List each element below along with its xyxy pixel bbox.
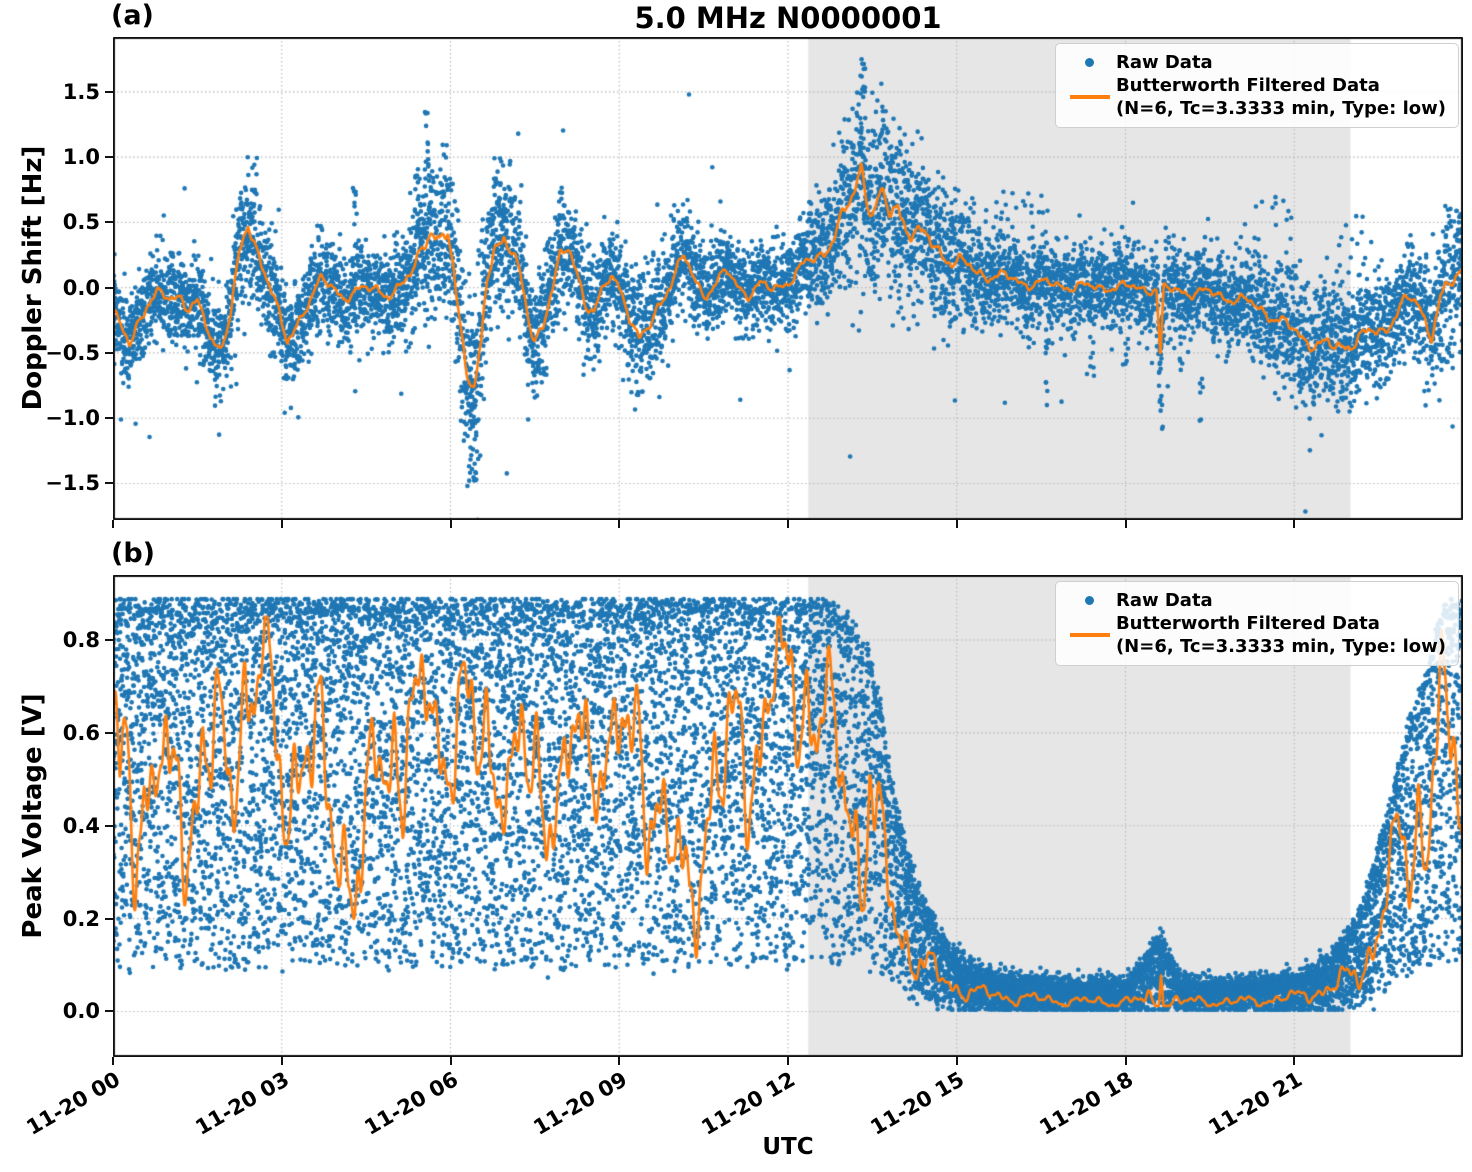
x-tick-label: 11-20 00 [22,1067,125,1140]
x-tick-mark [787,520,789,528]
y-tick-mark [105,917,113,920]
raw-data-marker-icon [1085,596,1095,606]
panel-a-label: (a) [111,0,154,31]
x-tick-label: 11-20 18 [1035,1067,1137,1140]
x-tick-mark [1293,520,1296,528]
x-tick-label: 11-20 03 [191,1067,294,1140]
legend-filtered-label-line1: Butterworth Filtered Data [1115,75,1380,97]
y-tick-mark [105,1010,113,1013]
legend-row-filtered: Butterworth Filtered Data (N=6, Tc=3.333… [1064,612,1446,658]
y-tick-label: 0.6 [62,720,100,745]
legend-row-raw: Raw Data [1064,51,1446,74]
x-tick-mark [955,520,958,528]
y-tick-mark [105,156,113,159]
y-tick-mark [105,824,113,827]
x-tick-mark [787,1057,789,1065]
legend-filtered-label-line2: (N=6, Tc=3.3333 min, Type: low) [1115,636,1446,658]
chart-title: 5.0 MHz N0000001 [634,1,942,35]
x-tick-mark [112,1057,114,1065]
y-tick-mark [105,286,113,289]
y-tick-label: 0.0 [62,999,100,1024]
legend-raw-label: Raw Data [1115,52,1213,73]
legend-panel-b: Raw Data Butterworth Filtered Data (N=6,… [1054,581,1459,667]
y-tick-mark [105,417,113,420]
x-tick-label: 11-20 09 [528,1067,631,1140]
x-tick-mark [1124,1057,1127,1065]
y-tick-mark [105,482,113,485]
x-tick-mark [280,1057,283,1065]
y-tick-label: 0.5 [62,210,100,235]
legend-panel-a: Raw Data Butterworth Filtered Data (N=6,… [1054,43,1459,129]
x-tick-mark [1293,1057,1296,1065]
panel-b-label: (b) [111,538,156,569]
legend-filtered-label-line1: Butterworth Filtered Data [1115,613,1380,635]
y-tick-label: 1.0 [62,145,100,170]
y-tick-label: −0.5 [45,340,100,365]
y-tick-label: 0.2 [62,906,100,931]
filtered-line-marker-icon [1069,633,1110,638]
x-tick-label: 11-20 06 [360,1067,462,1140]
y-tick-label: 0.8 [62,628,100,652]
y-tick-label: −1.5 [45,471,100,496]
x-tick-mark [280,520,283,528]
y-tick-mark [105,351,113,354]
x-tick-mark [112,520,114,528]
x-tick-mark [618,520,621,528]
y-tick-mark [105,639,113,641]
raw-data-marker-icon [1085,58,1095,68]
y-tick-label: 1.5 [62,79,100,104]
x-tick-label: 11-20 12 [697,1067,800,1140]
legend-raw-label: Raw Data [1115,590,1213,611]
x-tick-mark [618,1057,621,1065]
x-tick-mark [1124,520,1127,528]
x-tick-mark [449,1057,452,1065]
y-tick-mark [105,731,113,734]
x-tick-label: 11-20 15 [866,1067,969,1140]
y-tick-mark [105,90,113,93]
y-tick-label: 0.4 [62,813,100,838]
legend-row-filtered: Butterworth Filtered Data (N=6, Tc=3.333… [1064,74,1446,120]
x-tick-label: 11-20 21 [1203,1067,1306,1140]
filtered-line-marker-icon [1069,95,1110,100]
x-tick-mark [955,1057,958,1065]
x-tick-mark [449,520,452,528]
y-tick-label: −1.0 [45,406,100,431]
legend-filtered-label-line2: (N=6, Tc=3.3333 min, Type: low) [1115,98,1446,120]
legend-row-raw: Raw Data [1064,589,1446,612]
x-axis-label: UTC [762,1134,814,1160]
y-tick-label: 0.0 [62,275,100,300]
y-tick-mark [105,221,113,224]
